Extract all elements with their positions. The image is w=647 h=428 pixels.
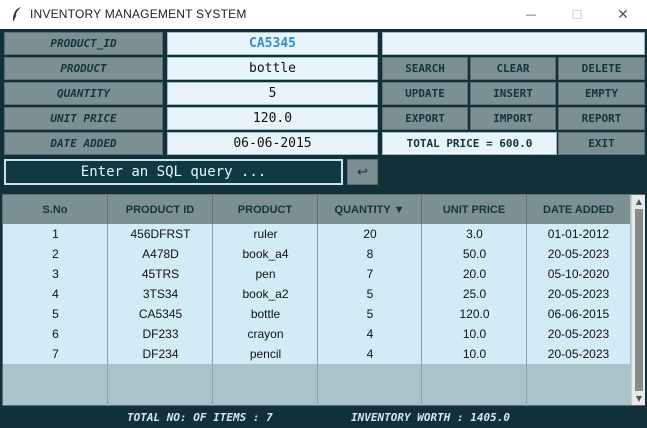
product-field[interactable]: bottle xyxy=(167,57,378,80)
cell-product: book_a4 xyxy=(213,244,318,264)
cell-product-id: 45TRS xyxy=(108,264,213,284)
table-header: S.No PRODUCT ID PRODUCT QUANTITY ▼ UNIT … xyxy=(3,195,630,224)
column-header-product[interactable]: PRODUCT xyxy=(213,195,318,224)
insert-button[interactable]: INSERT xyxy=(470,82,556,105)
total-price-display: TOTAL PRICE = 600.0 xyxy=(382,132,557,155)
title-bar: INVENTORY MANAGEMENT SYSTEM — ☐ ✕ xyxy=(0,0,647,29)
cell-product: pencil xyxy=(213,344,318,364)
column-divider xyxy=(317,224,318,406)
cell-product: book_a2 xyxy=(213,284,318,304)
column-divider xyxy=(421,224,422,406)
maximize-button[interactable]: ☐ xyxy=(554,0,600,29)
import-button[interactable]: IMPORT xyxy=(470,107,556,130)
maximize-icon: ☐ xyxy=(572,8,583,22)
cell-sno: 6 xyxy=(3,324,108,344)
cell-product-id: CA5345 xyxy=(108,304,213,324)
quantity-field[interactable]: 5 xyxy=(167,82,378,105)
export-button[interactable]: EXPORT xyxy=(382,107,468,130)
cell-product-id: 3TS34 xyxy=(108,284,213,304)
vertical-scrollbar[interactable]: ▲ ▼ xyxy=(631,195,645,405)
date-added-field[interactable]: 06-06-2015 xyxy=(167,132,378,155)
cell-product: pen xyxy=(213,264,318,284)
cell-date-added: 01-01-2012 xyxy=(527,224,630,244)
product-id-field[interactable]: CA5345 xyxy=(167,32,378,55)
cell-sno: 7 xyxy=(3,344,108,364)
column-divider xyxy=(526,224,527,406)
cell-sno: 1 xyxy=(3,224,108,244)
cell-product: bottle xyxy=(213,304,318,324)
cell-unit-price: 50.0 xyxy=(422,244,527,264)
cell-unit-price: 120.0 xyxy=(422,304,527,324)
date-added-label: DATE ADDED xyxy=(4,132,163,155)
cell-quantity: 4 xyxy=(318,324,422,344)
update-button[interactable]: UPDATE xyxy=(382,82,468,105)
cell-product-id: 456DFRST xyxy=(108,224,213,244)
cell-quantity: 4 xyxy=(318,344,422,364)
cell-quantity: 5 xyxy=(318,304,422,324)
cell-sno: 3 xyxy=(3,264,108,284)
close-icon: ✕ xyxy=(617,7,629,23)
cell-quantity: 20 xyxy=(318,224,422,244)
cell-sno: 4 xyxy=(3,284,108,304)
cell-date-added: 05-10-2020 xyxy=(527,264,630,284)
product-label: PRODUCT xyxy=(4,57,163,80)
unit-price-label: UNIT PRICE xyxy=(4,107,163,130)
column-header-product-id[interactable]: PRODUCT ID xyxy=(108,195,213,224)
cell-date-added: 06-06-2015 xyxy=(527,304,630,324)
cell-quantity: 8 xyxy=(318,244,422,264)
cell-sno: 2 xyxy=(3,244,108,264)
cell-date-added: 20-05-2023 xyxy=(527,344,630,364)
app-body: PRODUCT_ID CA5345 PRODUCT bottle QUANTIT… xyxy=(0,29,647,428)
scrollbar-thumb[interactable] xyxy=(635,209,643,391)
cell-quantity: 7 xyxy=(318,264,422,284)
column-header-quantity[interactable]: QUANTITY ▼ xyxy=(318,195,422,224)
cell-unit-price: 3.0 xyxy=(422,224,527,244)
cell-date-added: 20-05-2023 xyxy=(527,244,630,264)
cell-product: ruler xyxy=(213,224,318,244)
cell-unit-price: 10.0 xyxy=(422,344,527,364)
cell-unit-price: 10.0 xyxy=(422,324,527,344)
cell-date-added: 20-05-2023 xyxy=(527,324,630,344)
quantity-label: QUANTITY xyxy=(4,82,163,105)
exit-button[interactable]: EXIT xyxy=(558,132,645,155)
feather-icon xyxy=(10,6,24,22)
delete-button[interactable]: DELETE xyxy=(558,57,645,80)
column-header-unit-price[interactable]: UNIT PRICE xyxy=(422,195,527,224)
column-divider xyxy=(107,224,108,406)
empty-button[interactable]: EMPTY xyxy=(558,82,645,105)
inventory-table: S.No PRODUCT ID PRODUCT QUANTITY ▼ UNIT … xyxy=(2,194,645,406)
search-display-field[interactable] xyxy=(382,32,645,55)
cell-date-added: 20-05-2023 xyxy=(527,284,630,304)
unit-price-field[interactable]: 120.0 xyxy=(167,107,378,130)
close-button[interactable]: ✕ xyxy=(600,0,646,29)
return-arrow-icon: ↩ xyxy=(357,165,368,180)
scroll-up-icon[interactable]: ▲ xyxy=(632,195,646,208)
search-button[interactable]: SEARCH xyxy=(382,57,468,80)
cell-product-id: DF233 xyxy=(108,324,213,344)
sql-submit-button[interactable]: ↩ xyxy=(347,159,378,185)
status-footer: TOTAL NO: OF ITEMS : 7 INVENTORY WORTH :… xyxy=(0,408,647,428)
minimize-button[interactable]: — xyxy=(508,0,554,29)
column-header-sno[interactable]: S.No xyxy=(3,195,108,224)
minimize-icon: — xyxy=(526,8,537,21)
inventory-worth-text: INVENTORY WORTH : 1405.0 xyxy=(351,411,510,424)
column-divider xyxy=(212,224,213,406)
cell-sno: 5 xyxy=(3,304,108,324)
cell-unit-price: 25.0 xyxy=(422,284,527,304)
total-items-text: TOTAL NO: OF ITEMS : 7 xyxy=(127,411,273,424)
cell-unit-price: 20.0 xyxy=(422,264,527,284)
sql-query-input[interactable]: Enter an SQL query ... xyxy=(4,159,343,185)
report-button[interactable]: REPORT xyxy=(558,107,645,130)
cell-quantity: 5 xyxy=(318,284,422,304)
clear-button[interactable]: CLEAR xyxy=(470,57,556,80)
column-header-date-added[interactable]: DATE ADDED xyxy=(527,195,630,224)
cell-product-id: DF234 xyxy=(108,344,213,364)
cell-product-id: A478D xyxy=(108,244,213,264)
cell-product: crayon xyxy=(213,324,318,344)
window-title: INVENTORY MANAGEMENT SYSTEM xyxy=(30,7,247,21)
product-id-label: PRODUCT_ID xyxy=(4,32,163,55)
scroll-down-icon[interactable]: ▼ xyxy=(632,392,646,405)
